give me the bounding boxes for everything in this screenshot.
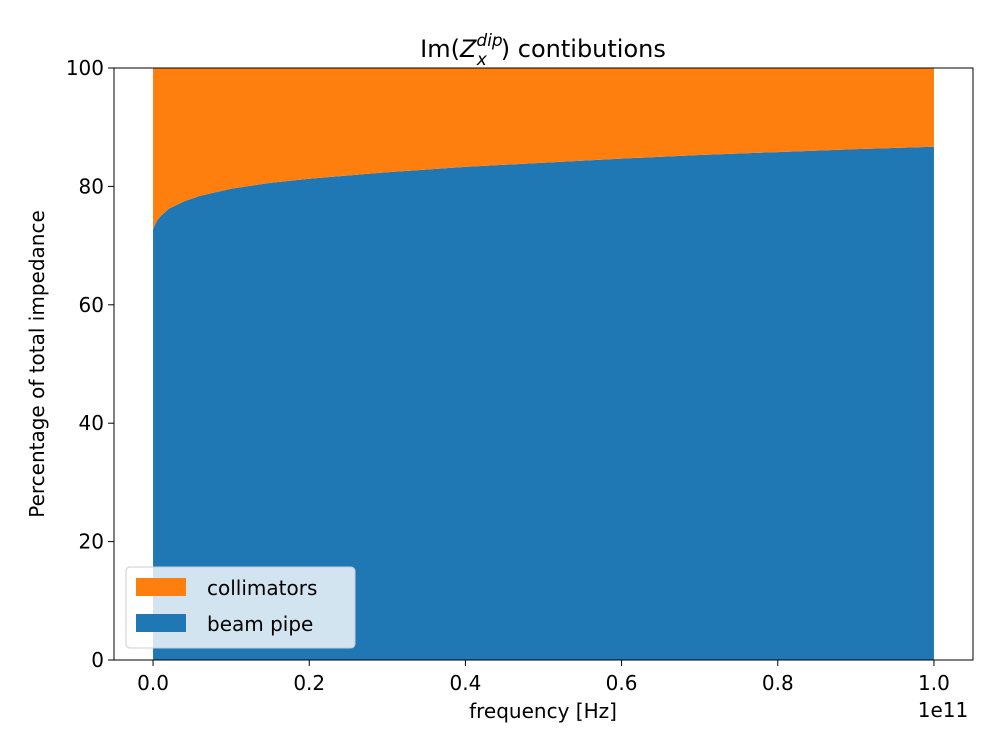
legend-swatch bbox=[136, 578, 186, 596]
area-series-beam-pipe bbox=[153, 146, 934, 661]
x-tick-label: 1.0 bbox=[918, 671, 950, 695]
y-tick-label: 80 bbox=[79, 174, 104, 198]
legend-swatch bbox=[136, 614, 186, 632]
legend-label: collimators bbox=[207, 576, 317, 600]
x-axis-label: frequency [Hz] bbox=[469, 699, 617, 723]
y-axis-label: Percentage of total impedance bbox=[25, 210, 49, 518]
y-tick-label: 100 bbox=[66, 56, 104, 80]
legend: collimators beam pipe bbox=[125, 566, 356, 649]
y-tick-label: 40 bbox=[79, 411, 104, 435]
chart-title: Im(Zdip x) contibutions bbox=[420, 31, 666, 70]
x-tick-label: 0.0 bbox=[137, 671, 169, 695]
legend-label: beam pipe bbox=[207, 612, 313, 636]
y-tick-label: 0 bbox=[91, 648, 104, 672]
x-offset-label: 1e11 bbox=[918, 698, 968, 722]
plot-frame bbox=[113, 67, 974, 661]
y-tick-label: 20 bbox=[79, 530, 104, 554]
x-tick-label: 0.2 bbox=[293, 671, 325, 695]
y-axis: 0 20 40 60 80 100 bbox=[66, 56, 114, 672]
y-tick-label: 60 bbox=[79, 293, 104, 317]
plot-area bbox=[113, 67, 974, 661]
x-axis: 0.0 0.2 0.4 0.6 0.8 1.0 bbox=[137, 660, 950, 695]
x-tick-label: 0.4 bbox=[450, 671, 482, 695]
area-series-collimators bbox=[153, 68, 934, 230]
x-tick-label: 0.6 bbox=[606, 671, 638, 695]
x-tick-label: 0.8 bbox=[762, 671, 794, 695]
